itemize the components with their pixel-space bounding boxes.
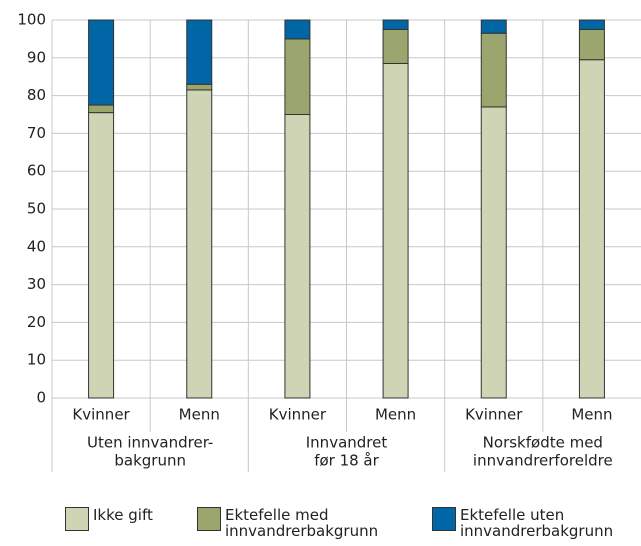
y-tick-label: 70 [27,124,46,142]
legend-item: Ektefelle uten innvandrerbakgrunn [432,507,635,539]
y-tick-label: 20 [27,313,46,331]
bar-segment [382,28,409,64]
legend-label: Ektefelle med innvandrerbakgrunn [225,506,379,540]
legend-swatch [432,507,456,531]
bar-segment [578,28,605,61]
legend-item: Ikke gift [65,507,268,531]
bar-segment [284,114,311,399]
bar-segment [578,59,605,399]
bar-segment [88,19,115,106]
bar-segment [480,19,507,34]
legend-swatch [197,507,221,531]
legend-swatch [65,507,89,531]
bar-segment [284,38,311,115]
bar-segment [382,62,409,399]
group-label: Innvandret [306,434,388,452]
bar-segment [186,89,213,399]
group-label: før 18 år [314,452,379,470]
bar-segment [578,19,605,30]
bar-segment [284,19,311,40]
legend-label: Ikke gift [93,506,153,524]
x-tick-label: Menn [571,406,612,424]
y-tick-label: 80 [27,86,46,104]
bar-segment [186,83,213,91]
group-label: bakgrunn [114,452,186,470]
y-tick-label: 30 [27,275,46,293]
legend-item: Ektefelle med innvandrerbakgrunn [197,507,400,539]
x-tick-label: Kvinner [72,406,130,424]
y-tick-label: 60 [27,162,46,180]
y-tick-label: 40 [27,237,46,255]
x-tick-label: Kvinner [269,406,327,424]
y-tick-label: 0 [36,389,46,407]
bar-segment [88,112,115,399]
legend-label: Ektefelle uten innvandrerbakgrunn [460,506,614,540]
group-label: Norskfødte med [483,434,603,452]
bar-segment [480,106,507,399]
bar-segment [88,104,115,114]
bar-segment [186,19,213,85]
bar-segment [480,32,507,108]
x-tick-label: Menn [179,406,220,424]
y-tick-label: 50 [27,200,46,218]
y-tick-label: 90 [27,48,46,66]
y-tick-label: 10 [27,351,46,369]
x-tick-label: Menn [375,406,416,424]
bar-segment [382,19,409,30]
x-tick-label: Kvinner [465,406,523,424]
group-label: Uten innvandrer- [87,434,213,452]
y-tick-label: 100 [17,11,46,29]
group-label: innvandrerforeldre [473,452,613,470]
